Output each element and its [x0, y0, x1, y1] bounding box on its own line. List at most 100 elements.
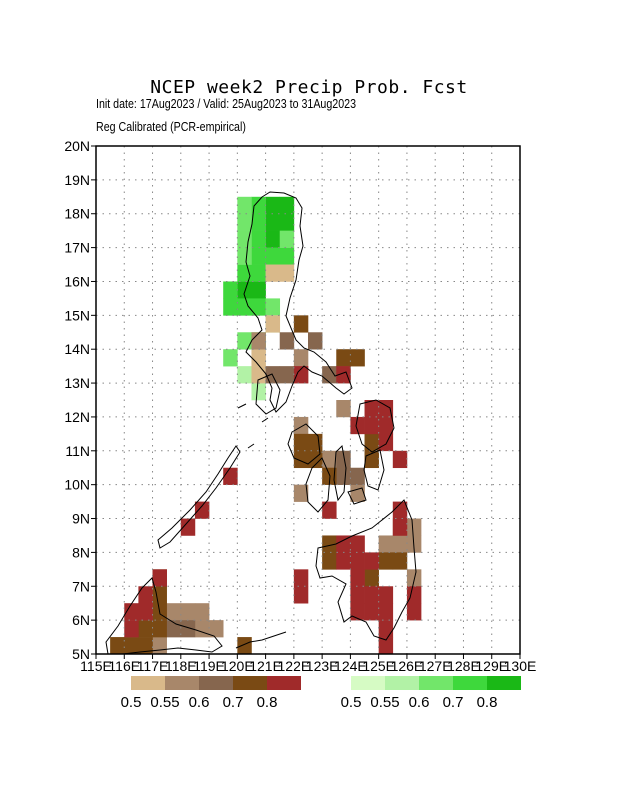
probability-cell — [406, 586, 422, 604]
latitude-axis: 5N 6N 7N 8N 9N 10N 11N 12N 13N 14N 15N 16N 17N 18N 19N… — [64, 138, 96, 662]
probability-cell — [350, 586, 365, 604]
probability-cell — [138, 637, 153, 655]
probability-cell — [251, 298, 266, 316]
probability-cell — [166, 603, 182, 621]
probability-cell — [279, 247, 295, 265]
y-tick-label: 8N — [72, 544, 90, 560]
probability-cell — [180, 603, 196, 621]
probability-cell — [392, 552, 408, 570]
probability-cell — [279, 213, 295, 231]
probability-cell — [336, 349, 351, 367]
y-tick-label: 7N — [72, 578, 90, 594]
legend-label: 0.7 — [443, 694, 464, 711]
probability-cell — [223, 349, 238, 367]
probability-cell — [265, 196, 281, 215]
probability-cell — [251, 196, 266, 215]
longitude-axis: 115E116E117E118E119E120E121E122E123E124E… — [80, 654, 536, 674]
probability-cell — [279, 230, 295, 248]
legend-swatch — [165, 676, 199, 690]
y-tick-label: 19N — [64, 172, 90, 188]
legend-swatch — [233, 676, 267, 690]
wet-probability-legend: 0.5 0.55 0.6 0.7 0.8 — [341, 676, 521, 711]
probability-cell — [279, 264, 295, 282]
probability-cell — [152, 586, 167, 604]
probability-cell — [237, 247, 252, 265]
probability-cell — [336, 450, 351, 469]
probability-cell — [209, 620, 224, 638]
probability-cell — [336, 400, 351, 418]
probability-cell — [251, 332, 266, 350]
legend-swatch — [267, 676, 301, 690]
legend-label: 0.5 — [341, 694, 362, 711]
probability-cell — [322, 467, 337, 485]
probability-cell — [336, 535, 351, 553]
probability-cell — [293, 349, 309, 367]
x-tick-label: 127E — [419, 658, 452, 674]
probability-cell — [406, 518, 422, 536]
legend-swatch — [199, 676, 233, 690]
probability-cell — [350, 484, 365, 502]
y-tick-label: 11N — [65, 443, 90, 459]
probability-cell — [378, 433, 394, 452]
probability-cell — [392, 501, 408, 519]
probability-cell — [378, 552, 394, 570]
probability-cell — [110, 637, 125, 655]
probability-cell — [293, 366, 309, 384]
probability-cell — [237, 213, 252, 231]
legend-swatch — [453, 676, 487, 690]
probability-cell — [251, 366, 266, 384]
x-tick-label: 120E — [221, 658, 254, 674]
probability-cell — [350, 467, 365, 485]
x-tick-label: 129E — [475, 658, 508, 674]
x-tick-label: 119E — [193, 658, 225, 674]
probability-cell — [336, 366, 351, 384]
legend-swatch — [419, 676, 453, 690]
legend-swatch — [131, 676, 165, 690]
probability-cell — [336, 552, 351, 570]
borneo-coastline — [105, 577, 223, 655]
probability-cell — [406, 603, 422, 621]
probability-cell — [237, 196, 252, 215]
palawan-coastline — [157, 445, 241, 549]
probability-cell — [223, 298, 238, 316]
probability-cell — [350, 535, 365, 553]
y-tick-label: 18N — [64, 206, 90, 222]
probability-cell — [124, 637, 139, 655]
probability-cell — [124, 620, 139, 638]
calibration-subtitle: Reg Calibrated (PCR-empirical) — [96, 119, 246, 134]
mindoro-coastline — [255, 373, 281, 415]
probability-cell — [194, 620, 210, 638]
y-tick-label: 14N — [64, 341, 90, 357]
x-tick-label: 115E — [80, 658, 112, 674]
x-tick-label: 125E — [362, 658, 395, 674]
dry-probability-legend: 0.5 0.55 0.6 0.7 0.8 — [121, 676, 301, 711]
probability-cell — [265, 213, 281, 231]
coastline — [105, 191, 417, 655]
probability-cell — [265, 315, 281, 333]
legend-swatch — [351, 676, 385, 690]
probability-cell — [251, 213, 266, 231]
probability-cell — [293, 416, 309, 435]
legend-label: 0.6 — [189, 694, 210, 711]
probability-cell — [364, 569, 379, 587]
y-tick-label: 9N — [72, 511, 90, 527]
probability-cell — [308, 433, 323, 452]
cebu-coastline — [333, 444, 347, 502]
probability-cell — [138, 586, 153, 604]
probability-cell — [378, 637, 394, 655]
probability-cell — [237, 281, 252, 299]
legend-label: 0.55 — [370, 694, 399, 711]
y-tick-label: 12N — [64, 409, 90, 425]
samar-coastline — [355, 399, 395, 453]
probability-cell — [279, 196, 295, 215]
probability-cell — [293, 569, 309, 587]
probability-cell — [293, 586, 309, 604]
probability-cell — [392, 450, 408, 469]
probability-cell — [350, 349, 365, 367]
probability-cell — [293, 484, 309, 502]
probability-cell — [279, 332, 295, 350]
probability-cell — [237, 366, 252, 384]
probability-cell — [293, 450, 309, 469]
probability-cell — [378, 400, 394, 418]
probability-cell — [152, 637, 167, 655]
